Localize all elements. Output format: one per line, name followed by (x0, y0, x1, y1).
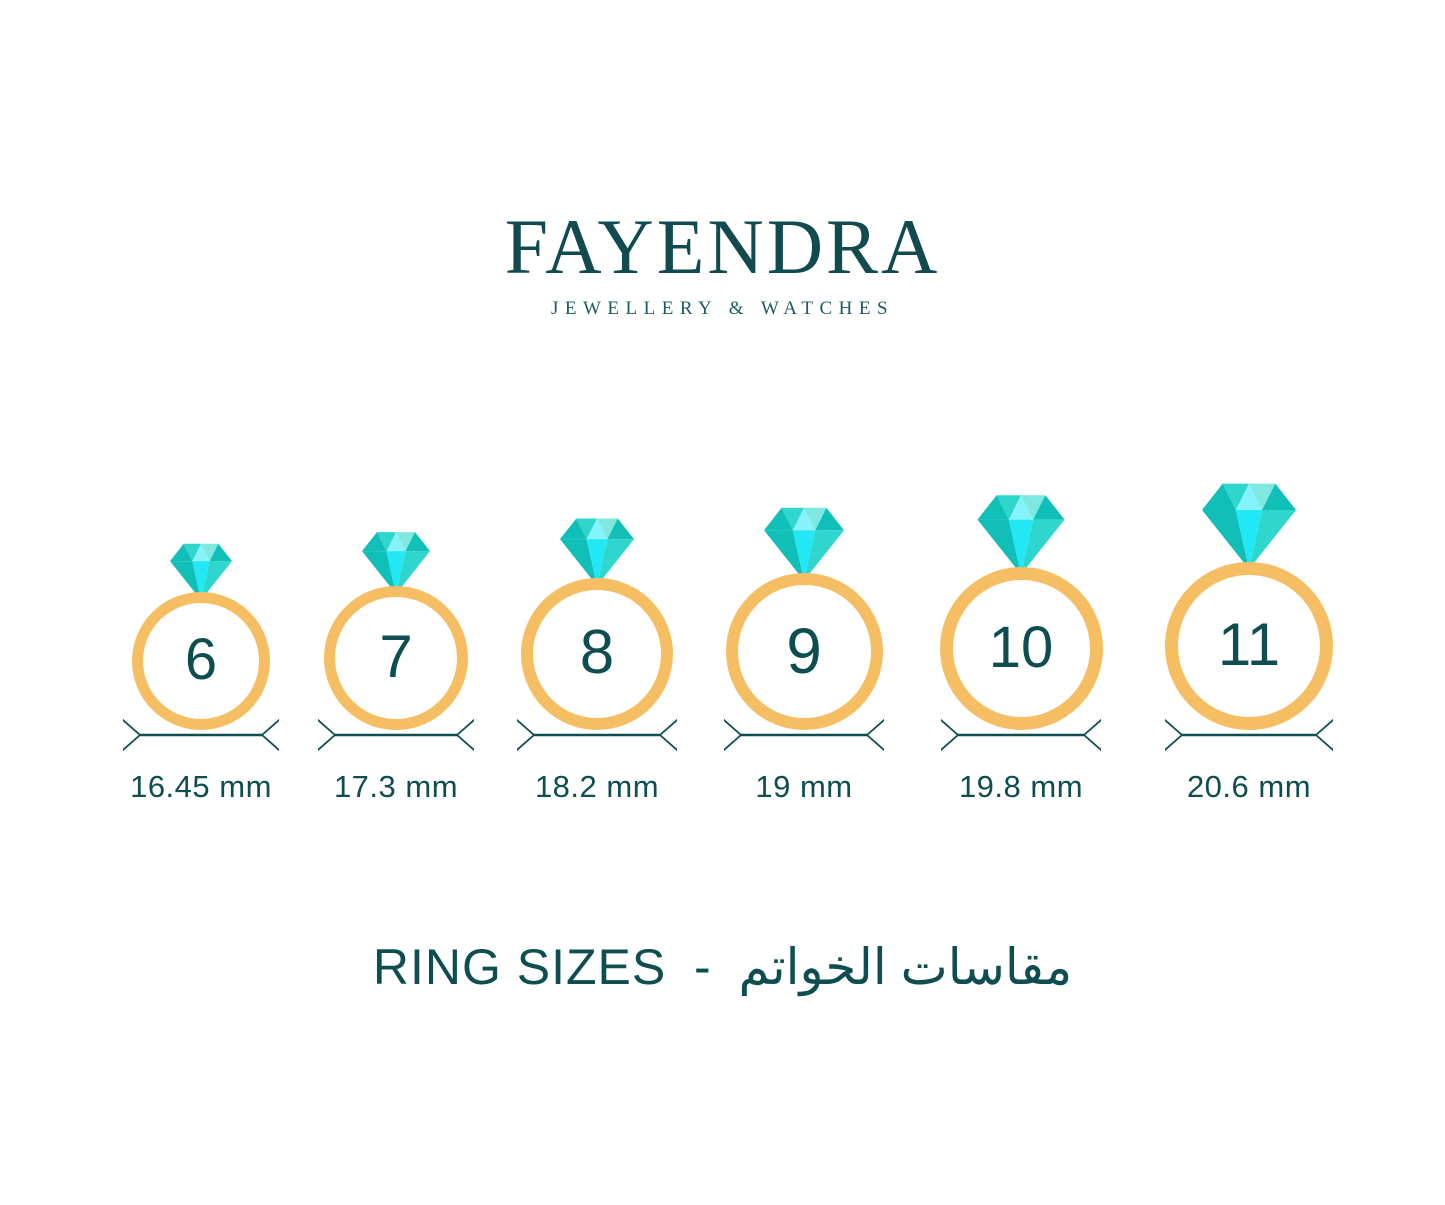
brand-name: FAYENDRA (504, 203, 941, 290)
ring-diameter-label: 19 mm (755, 769, 853, 804)
ring-band: 6 (132, 592, 270, 730)
ring-dimension: 19 mm (694, 715, 914, 805)
ring-band: 10 (939, 567, 1103, 730)
ring-dimension: 19.8 mm (911, 715, 1131, 805)
dimension-labels-row: 16.45 mm 17.3 mm 18.2 mm 19 mm 19.8 mm (0, 715, 1445, 825)
ring-size-number: 11 (1217, 611, 1281, 678)
ring-item[interactable]: 6 (101, 540, 301, 730)
chart-title: RING SIZES - مقاسات الخواتم (0, 938, 1445, 996)
ring-band: 8 (521, 578, 673, 730)
ring-diameter-label: 18.2 mm (534, 769, 660, 804)
dimension-arrow (941, 719, 1101, 751)
ring-dimension: 17.3 mm (286, 715, 506, 805)
ring-diameter-label: 19.8 mm (958, 769, 1084, 804)
ring-diameter-label: 20.6 mm (1186, 769, 1312, 804)
diamond-icon (560, 518, 634, 586)
ring-dimension: 20.6 mm (1139, 715, 1359, 805)
ring-diameter-label: 16.45 mm (130, 769, 272, 804)
dimension-arrow (724, 719, 884, 751)
ring-item[interactable]: 11 (1149, 478, 1349, 730)
ring-band: 11 (1165, 562, 1333, 730)
brand-tagline-wrap: JEWELLERY & WATCHES (551, 298, 894, 320)
dimension-arrow (517, 719, 677, 751)
dimension-arrow (1165, 719, 1333, 751)
ring-illustrations-row: 6 7 8 (0, 440, 1445, 730)
dimension-arrow (123, 719, 279, 751)
ring-size-number: 10 (988, 614, 1054, 680)
chart-title-english: RING SIZES (372, 939, 667, 995)
ring-size-number: 7 (379, 623, 413, 690)
chart-title-separator: - (666, 939, 739, 995)
chart-title-arabic: مقاسات الخواتم (738, 939, 1073, 995)
ring-dimension: 16.45 mm (91, 715, 311, 805)
ring-size-number: 8 (579, 618, 615, 687)
diamond-icon (1202, 483, 1296, 570)
diamond-icon (170, 543, 232, 601)
dimension-arrow (318, 719, 474, 751)
brand-tagline: JEWELLERY & WATCHES (550, 298, 895, 319)
ring-diameter-label: 17.3 mm (333, 769, 459, 804)
ring-item[interactable]: 7 (296, 528, 496, 730)
diamond-icon (977, 495, 1065, 575)
ring-dimension: 18.2 mm (487, 715, 707, 805)
diamond-icon (362, 532, 430, 594)
ring-size-number: 9 (786, 614, 822, 687)
ring-band: 7 (324, 586, 468, 730)
ring-size-number: 6 (184, 627, 218, 692)
diamond-icon (764, 507, 844, 581)
brand-logo: FAYENDRA JEWELLERY & WATCHES (0, 206, 1445, 320)
ring-band: 9 (725, 573, 883, 730)
ring-item[interactable]: 10 (921, 490, 1121, 730)
ring-item[interactable]: 8 (497, 514, 697, 730)
ring-item[interactable]: 9 (704, 503, 904, 730)
